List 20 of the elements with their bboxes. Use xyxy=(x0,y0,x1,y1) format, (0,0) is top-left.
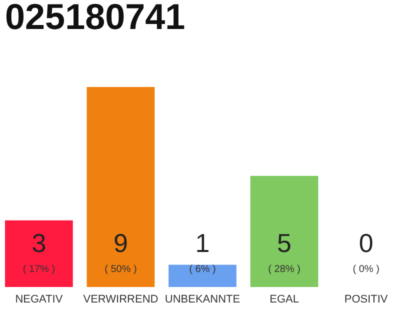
data-label: 3 xyxy=(32,228,46,258)
chart-title: 025180741 xyxy=(5,0,186,37)
x-tick-label: VERWIRREND xyxy=(83,294,158,306)
data-label: 9 xyxy=(113,228,128,258)
annotation: ( 50% ) xyxy=(104,264,137,275)
data-label: 1 xyxy=(195,228,210,258)
annotation: ( 17% ) xyxy=(22,264,56,275)
x-tick-label: NEGATIV xyxy=(15,294,64,306)
bar xyxy=(86,87,155,287)
annotation: ( 6% ) xyxy=(189,264,216,275)
x-tick-label: UNBEKANNTE xyxy=(164,294,240,306)
bar xyxy=(168,264,236,287)
bar xyxy=(5,220,73,287)
x-tick-label: POSITIV xyxy=(344,294,388,306)
bar xyxy=(250,176,318,287)
data-label: 5 xyxy=(277,228,292,258)
data-label: 0 xyxy=(358,228,374,258)
x-tick-label: EGAL xyxy=(270,294,299,306)
annotation: ( 28% ) xyxy=(268,264,300,275)
annotation: ( 0% ) xyxy=(352,264,380,275)
